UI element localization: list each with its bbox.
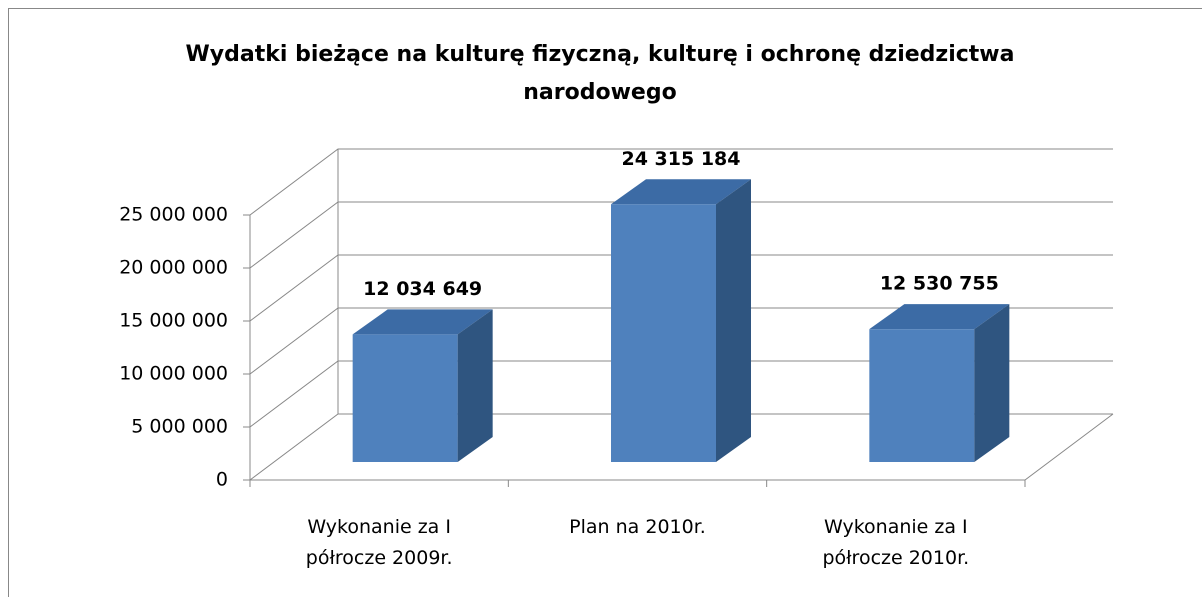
y-tick-label: 10 000 000 — [119, 363, 228, 385]
chart-title: Wydatki bieżące na kulturę fizyczną, kul… — [185, 42, 1015, 105]
y-tick-label: 5 000 000 — [131, 416, 228, 438]
bar-top — [611, 179, 751, 205]
bar — [611, 204, 716, 463]
bar-top — [352, 309, 493, 335]
y-tick-label: 15 000 000 — [119, 310, 228, 332]
grid-line — [249, 201, 1113, 269]
grid-line — [249, 413, 1113, 481]
bar-side — [974, 304, 1010, 462]
bar-side — [716, 179, 751, 463]
bar — [869, 329, 975, 462]
bar-side — [457, 309, 493, 462]
y-tick-label: 0 — [216, 469, 228, 491]
frame — [8, 8, 1202, 597]
x-tick-label: Plan na 2010r. — [569, 516, 706, 538]
value-label: 24 315 184 — [622, 148, 741, 170]
grid-line — [249, 254, 1113, 322]
y-tick-label: 25 000 000 — [119, 204, 228, 226]
bar-top — [869, 304, 1010, 330]
x-tick-label: Wykonanie za I półrocze 2009r. — [305, 516, 453, 569]
value-label: 12 034 649 — [363, 278, 482, 300]
grid-line — [249, 148, 1113, 216]
grid-line — [249, 360, 1113, 428]
x-tick-label: Wykonanie za I półrocze 2010r. — [822, 516, 970, 569]
grid-line — [249, 307, 1113, 375]
y-tick-label: 20 000 000 — [119, 257, 228, 279]
bar — [352, 334, 458, 462]
value-label: 12 530 755 — [880, 273, 999, 295]
